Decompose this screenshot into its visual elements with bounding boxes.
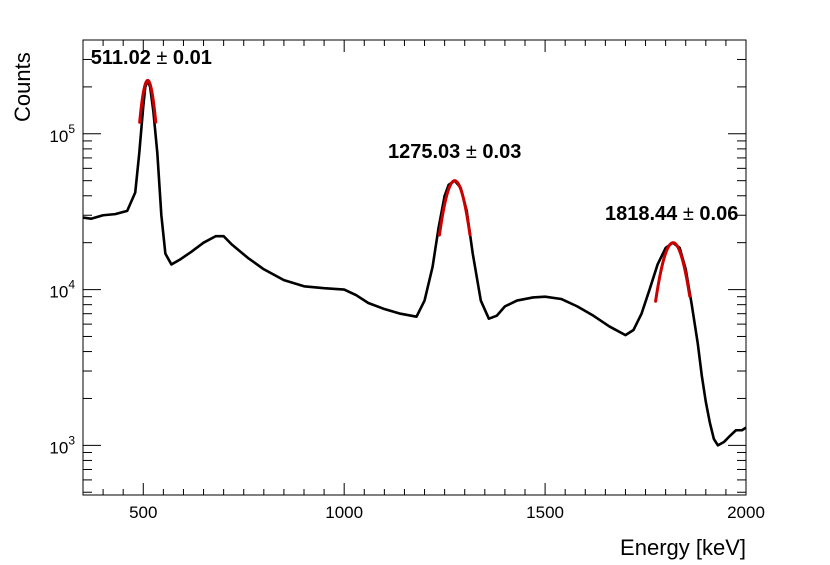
y-tick-exponent: 5 bbox=[68, 122, 75, 136]
peak-uncertainty: 0.06 bbox=[699, 203, 738, 225]
plus-minus-symbol: ± bbox=[683, 203, 700, 225]
peak-uncertainty: 0.03 bbox=[482, 141, 521, 163]
y-tick-label: 103 bbox=[49, 433, 75, 457]
peak-energy: 1818.44 bbox=[605, 203, 683, 225]
y-tick-base: 10 bbox=[49, 127, 68, 146]
peak-energy: 1275.03 bbox=[388, 141, 466, 163]
peak-label: 1818.44 ± 0.06 bbox=[605, 203, 738, 225]
x-tick-label: 1500 bbox=[526, 503, 564, 522]
series-layer bbox=[82, 78, 747, 447]
peak-fit-curve bbox=[437, 179, 472, 237]
peak-label: 511.02 ± 0.01 bbox=[91, 47, 212, 69]
x-axis-ticks: 500 1000 1500 2000 bbox=[82, 40, 765, 522]
x-axis-title: Energy [keV] bbox=[620, 535, 746, 560]
peak-annotations: 511.02 ± 0.01 1275.03 ± 0.03 1818.44 ± 0.0… bbox=[91, 47, 739, 225]
peak-label: 1275.03 ± 0.03 bbox=[388, 141, 521, 163]
peak-energy: 511.02 bbox=[91, 47, 157, 69]
y-axis-title: Counts bbox=[10, 52, 35, 122]
plus-minus-symbol: ± bbox=[466, 141, 483, 163]
plot-frame bbox=[82, 39, 747, 496]
peak-uncertainty: 0.01 bbox=[173, 47, 212, 69]
y-tick-label: 104 bbox=[49, 278, 75, 302]
y-tick-exponent: 3 bbox=[68, 433, 75, 447]
peak-fit-curve bbox=[654, 241, 692, 303]
x-tick-label: 500 bbox=[129, 503, 157, 522]
y-tick-label: 105 bbox=[49, 122, 75, 146]
y-tick-exponent: 4 bbox=[68, 278, 75, 292]
x-tick-label: 2000 bbox=[727, 503, 765, 522]
x-tick-label: 1000 bbox=[325, 503, 363, 522]
y-tick-base: 10 bbox=[49, 283, 68, 302]
y-tick-base: 10 bbox=[49, 438, 68, 457]
plus-minus-symbol: ± bbox=[156, 47, 173, 69]
peak-fit-curve bbox=[138, 78, 158, 124]
